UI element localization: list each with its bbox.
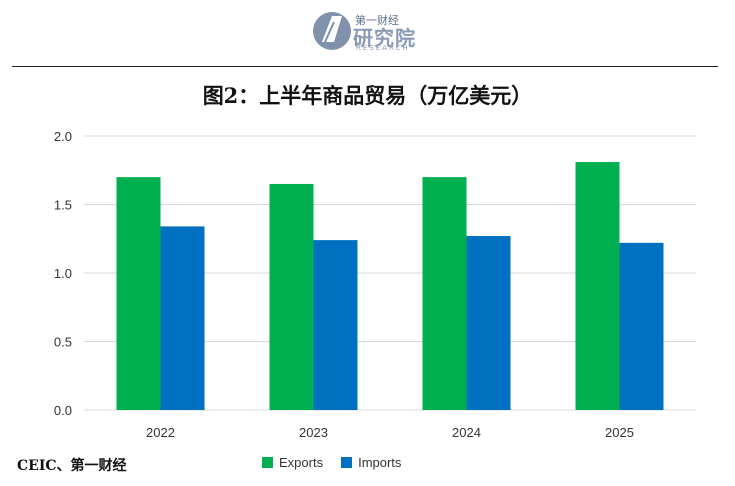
chart-title: 图2：上半年商品贸易（万亿美元） (202, 83, 533, 108)
y-tick-label: 1.5 (54, 198, 72, 213)
legend-item-exports: Exports (262, 455, 323, 470)
chart-legend: Exports Imports (262, 455, 401, 470)
logo-top-text: 第一财经 (355, 14, 399, 27)
legend-item-imports: Imports (341, 455, 401, 470)
y-tick-label: 0.5 (54, 335, 72, 350)
header-divider (12, 66, 718, 67)
bar-imports-2025 (619, 242, 664, 410)
legend-swatch-exports (262, 457, 273, 468)
legend-swatch-imports (341, 457, 353, 468)
bar-exports-2024 (422, 177, 467, 410)
bar-exports-2022 (116, 177, 161, 410)
x-tick-label: 2023 (299, 425, 328, 440)
bar-exports-2025 (575, 162, 620, 410)
y-tick-label: 0.0 (54, 403, 72, 418)
bar-exports-2023 (269, 183, 314, 410)
logo-main-text: 研究院 (353, 26, 416, 50)
source-note: CEIC、第一财经 (17, 458, 127, 474)
legend-label-imports: Imports (358, 455, 402, 470)
y-tick-label: 1.0 (54, 266, 72, 281)
y-tick-label: 2.0 (54, 129, 72, 144)
legend-label-exports: Exports (279, 455, 324, 470)
bar-imports-2024 (466, 236, 511, 410)
x-tick-label: 2022 (146, 425, 175, 440)
logo-sub-text: RESEARCH (356, 44, 410, 52)
bar-imports-2022 (160, 226, 205, 410)
x-tick-label: 2025 (605, 425, 634, 440)
bar-imports-2023 (313, 240, 358, 410)
x-tick-label: 2024 (452, 425, 481, 440)
research-logo-icon (313, 12, 351, 50)
